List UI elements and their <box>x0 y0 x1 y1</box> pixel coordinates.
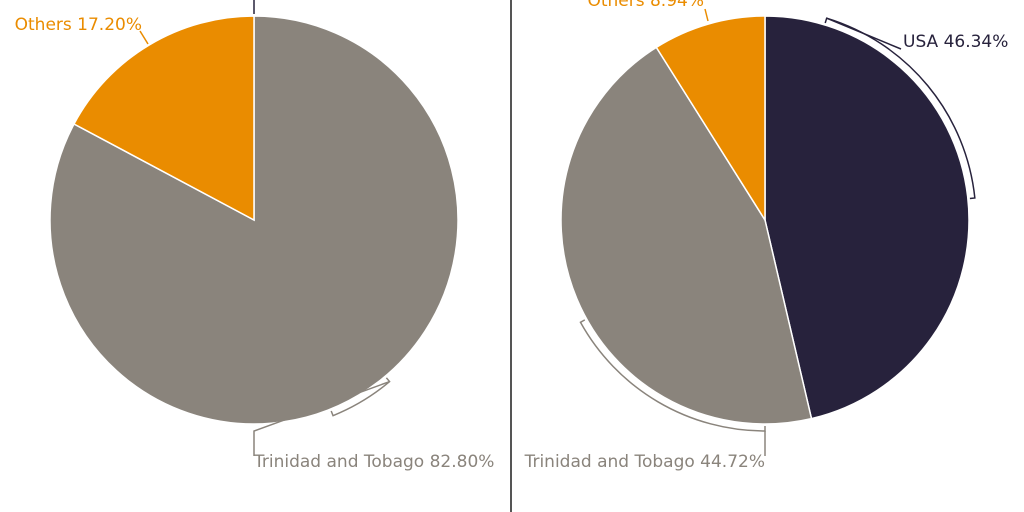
leader-line-trinidad <box>253 380 390 456</box>
leader-line-others <box>139 30 149 45</box>
pie-slice-others <box>72 15 255 222</box>
leader-bracket-usa <box>824 17 976 200</box>
pie-slice-others <box>655 15 766 223</box>
slice-label-trinidad: Trinidad and Tobago 82.80% <box>253 452 494 472</box>
pie-slice-trinidad <box>560 46 813 425</box>
slice-label-trinidad: Trinidad and Tobago 44.72% <box>524 452 765 472</box>
pie-slice-usa <box>764 15 970 420</box>
slice-label-usa: USA 46.34% <box>903 32 1008 52</box>
slice-label-others: Others 17.20% <box>15 15 142 35</box>
leader-line-usa <box>826 17 902 50</box>
pie-left: Trinidad and Tobago 82.80% Others 17.20% <box>15 0 494 472</box>
slice-label-others: Others 8.94% <box>587 0 704 11</box>
leader-line-others <box>704 8 709 22</box>
pie-right: USA 46.34% Trinidad and Tobago 44.72% Othe… <box>524 0 1009 472</box>
leader-bracket-trinidad <box>579 319 766 432</box>
